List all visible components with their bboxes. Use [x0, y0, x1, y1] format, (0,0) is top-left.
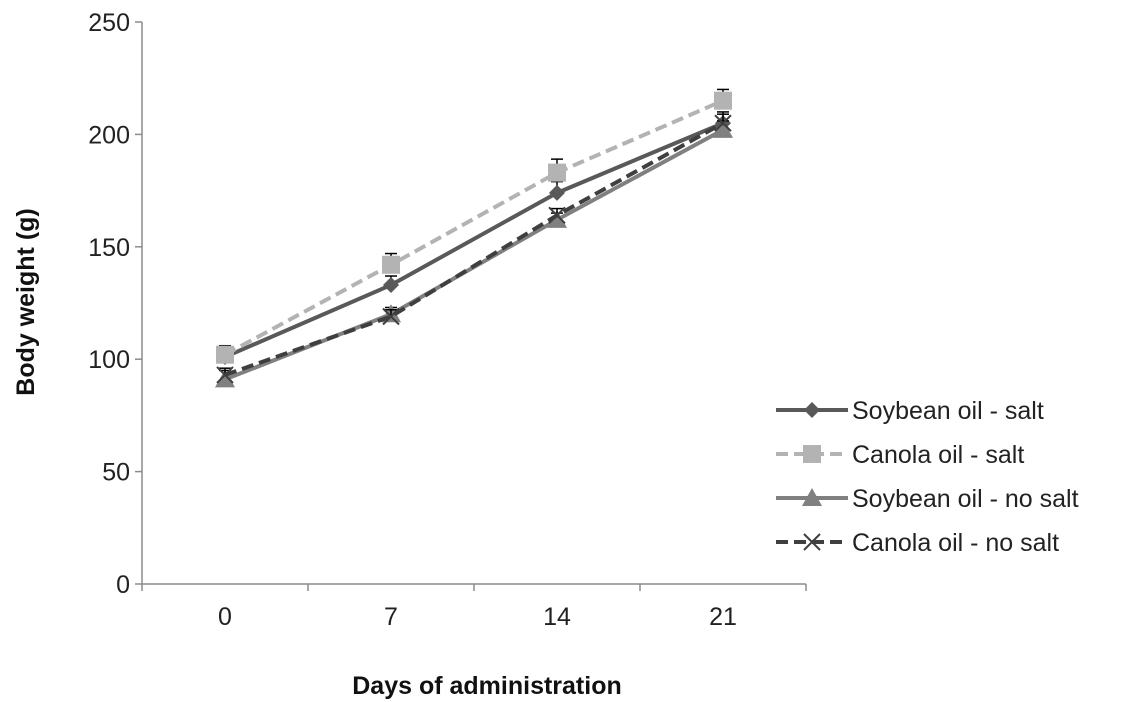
data-point — [548, 206, 566, 225]
series-line — [224, 128, 724, 382]
legend-label: Soybean oil - salt — [852, 397, 1044, 425]
data-point — [215, 369, 235, 388]
data-point — [549, 184, 565, 201]
legend-marker — [803, 445, 821, 463]
y-tick-label: 50 — [102, 459, 130, 487]
data-point — [714, 114, 732, 132]
series-layer — [215, 88, 733, 388]
series-line — [224, 121, 724, 377]
data-point — [547, 209, 567, 228]
legend-marker — [802, 488, 822, 506]
legend-label: Canola oil - no salt — [852, 529, 1059, 557]
data-point — [216, 366, 234, 384]
x-axis-ticks: 0 7 14 21 — [141, 584, 807, 631]
legend-item: Soybean oil - salt — [776, 397, 1044, 425]
data-point — [714, 91, 732, 110]
y-tick-label: 100 — [88, 346, 130, 374]
data-point — [713, 119, 733, 138]
legend-marker — [803, 533, 821, 551]
y-tick-label: 150 — [88, 234, 130, 262]
series-line — [224, 121, 724, 359]
legend-item: Soybean oil - no salt — [776, 485, 1079, 513]
x-tick-label: 21 — [709, 603, 737, 631]
y-tick-label: 0 — [116, 571, 130, 599]
legend-label: Soybean oil - no salt — [852, 485, 1079, 513]
series-4 — [216, 113, 732, 384]
data-point — [548, 163, 566, 182]
legend-item: Canola oil - salt — [776, 441, 1024, 469]
legend-item: Canola oil - no salt — [776, 529, 1059, 557]
data-point — [383, 277, 399, 294]
data-point — [382, 307, 400, 326]
y-axis-title: Body weight (g) — [12, 208, 40, 395]
legend-marker — [804, 402, 820, 418]
series-line — [224, 98, 724, 357]
x-tick-label: 0 — [218, 603, 232, 631]
legend-label: Canola oil - salt — [852, 441, 1024, 469]
legend: Soybean oil - salt Canola oil - salt Soybe… — [776, 397, 1079, 557]
y-tick-label: 200 — [88, 121, 130, 149]
series-3 — [215, 119, 733, 388]
x-axis-title: Days of administration — [352, 672, 622, 700]
x-tick-label: 14 — [543, 603, 571, 631]
series-1 — [217, 111, 731, 365]
data-point — [216, 345, 234, 364]
y-tick-label: 250 — [88, 9, 130, 37]
series-2 — [216, 88, 732, 364]
data-point — [382, 255, 400, 274]
y-axis-ticks: 0 50 100 150 200 250 — [88, 9, 142, 599]
x-tick-label: 7 — [384, 603, 398, 631]
